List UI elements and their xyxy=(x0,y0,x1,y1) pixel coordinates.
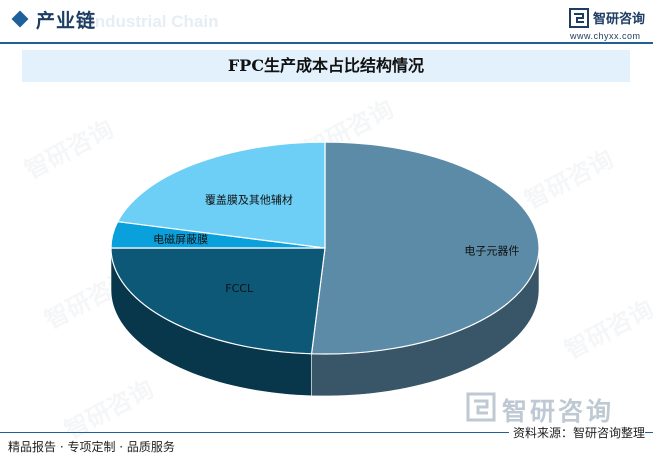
watermark-logo-icon xyxy=(466,392,496,422)
chart-title-bar: FPC生产成本占比结构情况 xyxy=(22,50,630,82)
section-title: 产业链 xyxy=(36,10,97,32)
header-bar: Industrial Chain 产业链 智研咨询 www.chyxx.com xyxy=(0,0,653,41)
pie-slice xyxy=(116,141,326,249)
watermark-brand: 智研咨询 xyxy=(502,397,615,426)
brand-logo-icon xyxy=(569,8,589,28)
brand-name: 智研咨询 xyxy=(593,12,646,27)
footer-divider xyxy=(0,432,653,433)
source-note: 资料来源：智研咨询整理 xyxy=(508,424,645,441)
brand-site: www.chyxx.com xyxy=(570,31,641,41)
header-divider xyxy=(0,42,653,44)
pie-slice xyxy=(310,141,540,355)
slice-label: 覆盖膜及其他辅材 xyxy=(205,192,293,206)
footer-tagline: 精品报告 · 专项定制 · 品质服务 xyxy=(8,440,175,454)
section-title-en: Industrial Chain xyxy=(90,12,219,31)
pie-slice xyxy=(110,247,326,355)
slice-label: FCCL xyxy=(225,282,254,295)
slice-label: 电磁屏蔽膜 xyxy=(153,233,208,246)
slice-label: 电子元器件 xyxy=(464,245,519,258)
chart-title: FPC生产成本占比结构情况 xyxy=(227,56,425,75)
